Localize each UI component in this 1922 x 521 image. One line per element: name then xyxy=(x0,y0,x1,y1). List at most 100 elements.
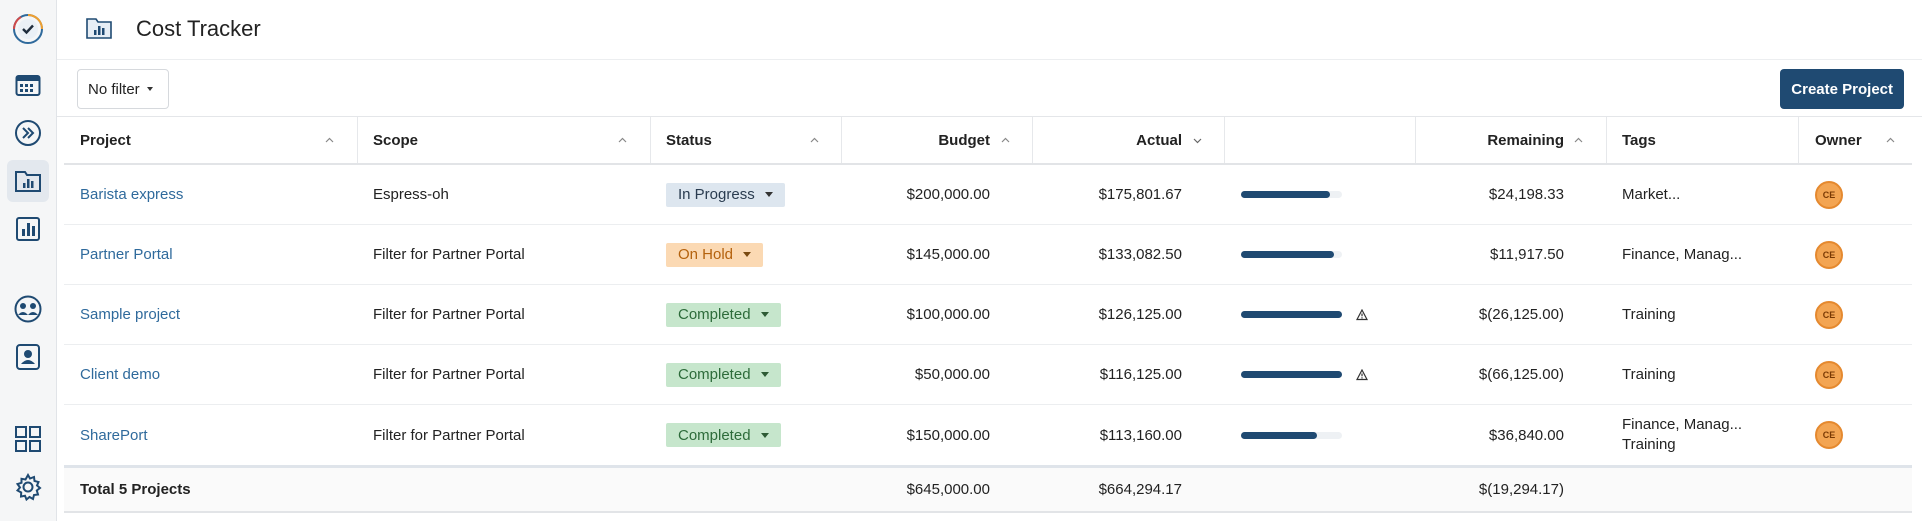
total-budget: $645,000.00 xyxy=(906,481,990,498)
status-label: On Hold xyxy=(678,246,734,263)
tags-cell: Finance, Manag... Training xyxy=(1622,405,1792,465)
tag-text: Finance, Manag... xyxy=(1622,416,1743,433)
avatar[interactable]: CE xyxy=(1815,421,1843,449)
contact-card-icon[interactable] xyxy=(7,336,49,378)
create-project-button[interactable]: Create Project xyxy=(1780,69,1904,109)
budget-cell: $50,000.00 xyxy=(914,366,990,383)
project-link[interactable]: Partner Portal xyxy=(80,246,173,263)
sort-up-icon[interactable] xyxy=(618,136,627,145)
actual-cell: $116,125.00 xyxy=(1099,366,1182,383)
project-link[interactable]: Barista express xyxy=(80,186,184,203)
project-link[interactable]: Client demo xyxy=(80,366,161,383)
progress-fill xyxy=(1241,311,1342,318)
column-label: Project xyxy=(80,131,131,149)
table-row[interactable]: Client demo Filter for Partner Portal Co… xyxy=(64,345,1912,405)
caret-down-icon xyxy=(146,87,153,91)
avatar[interactable]: CE xyxy=(1815,300,1843,329)
tags-cell: Finance, Manag... xyxy=(1622,246,1743,263)
remaining-cell: $24,198.33 xyxy=(1488,186,1564,203)
scope-cell: Filter for Partner Portal xyxy=(373,366,525,383)
gear-icon[interactable] xyxy=(7,466,49,508)
folder-chart-icon[interactable] xyxy=(7,160,49,202)
status-dropdown[interactable]: On Hold xyxy=(666,242,764,267)
column-header-project[interactable]: Project xyxy=(80,117,320,163)
grid-icon[interactable] xyxy=(7,418,49,460)
totals-label: Total 5 Projects xyxy=(80,481,191,498)
table-row[interactable]: Sample project Filter for Partner Portal… xyxy=(64,285,1912,345)
calendar-icon[interactable] xyxy=(7,64,49,106)
project-link[interactable]: Sample project xyxy=(80,306,181,323)
caret-down-icon xyxy=(764,192,773,197)
budget-cell: $145,000.00 xyxy=(906,246,990,263)
avatar[interactable]: CE xyxy=(1815,180,1843,209)
column-header-remaining[interactable]: Remaining xyxy=(1428,117,1564,163)
total-actual: $664,294.17 xyxy=(1098,481,1182,498)
sort-up-icon[interactable] xyxy=(1886,136,1895,145)
sort-up-icon[interactable] xyxy=(1001,136,1010,145)
filter-dropdown[interactable]: No filter xyxy=(77,69,169,109)
budget-cell: $200,000.00 xyxy=(906,186,990,203)
column-divider[interactable] xyxy=(650,117,651,163)
status-label: Completed xyxy=(678,426,751,444)
bar-chart-icon[interactable] xyxy=(7,208,49,250)
column-divider[interactable] xyxy=(1032,117,1033,163)
page-title: Cost Tracker xyxy=(136,16,261,41)
sort-down-icon[interactable] xyxy=(1193,136,1202,145)
globe-people-icon[interactable] xyxy=(7,288,49,330)
app-logo-icon[interactable] xyxy=(7,8,49,50)
total-remaining: $(19,294.17) xyxy=(1478,481,1564,498)
column-header-scope[interactable]: Scope xyxy=(373,117,613,163)
avatar[interactable]: CE xyxy=(1815,360,1843,389)
budget-cell: $150,000.00 xyxy=(906,426,990,444)
actual-cell: $133,082.50 xyxy=(1098,246,1182,263)
budget-progress-bar xyxy=(1241,371,1342,378)
column-divider[interactable] xyxy=(1606,117,1607,163)
remaining-cell: $(66,125.00) xyxy=(1478,366,1564,383)
table-row[interactable]: SharePort Filter for Partner Portal Comp… xyxy=(64,405,1912,465)
budget-progress-bar xyxy=(1241,191,1342,198)
status-dropdown[interactable]: Completed xyxy=(666,423,781,447)
fast-forward-icon[interactable] xyxy=(7,112,49,154)
budget-progress-bar xyxy=(1241,431,1342,439)
column-label: Owner xyxy=(1815,131,1862,149)
column-label: Remaining xyxy=(1487,131,1564,149)
column-divider[interactable] xyxy=(841,117,842,163)
sort-up-icon[interactable] xyxy=(810,136,819,145)
warning-icon[interactable] xyxy=(1356,368,1368,381)
avatar[interactable]: CE xyxy=(1815,240,1843,269)
column-divider[interactable] xyxy=(1415,117,1416,163)
totals-row: Total 5 Projects $645,000.00 $664,294.17… xyxy=(64,465,1912,513)
caret-down-icon xyxy=(743,252,752,257)
status-dropdown[interactable]: Completed xyxy=(666,302,781,327)
table-header-row: Project Scope Status Budget Actual Remai… xyxy=(64,117,1912,165)
column-header-actual[interactable]: Actual xyxy=(1044,117,1182,163)
warning-icon[interactable] xyxy=(1356,308,1368,321)
column-header-budget[interactable]: Budget xyxy=(854,117,990,163)
status-dropdown[interactable]: Completed xyxy=(666,362,781,387)
progress-fill xyxy=(1241,251,1334,258)
table-row[interactable]: Partner Portal Filter for Partner Portal… xyxy=(64,225,1912,285)
column-header-owner[interactable]: Owner xyxy=(1815,117,1895,163)
caret-down-icon xyxy=(760,372,769,377)
actual-cell: $175,801.67 xyxy=(1098,186,1182,203)
caret-down-icon xyxy=(760,312,769,317)
column-divider[interactable] xyxy=(1224,117,1225,163)
column-divider[interactable] xyxy=(357,117,358,163)
remaining-cell: $36,840.00 xyxy=(1488,426,1564,444)
remaining-cell: $11,917.50 xyxy=(1490,246,1564,263)
scope-cell: Filter for Partner Portal xyxy=(373,306,525,323)
column-header-status[interactable]: Status xyxy=(666,117,816,163)
status-dropdown[interactable]: In Progress xyxy=(666,182,785,207)
column-label: Status xyxy=(666,131,712,149)
scope-cell: Espress-oh xyxy=(373,186,449,203)
caret-down-icon xyxy=(760,432,769,438)
toolbar: No filter Create Project xyxy=(57,60,1922,117)
actual-cell: $126,125.00 xyxy=(1098,306,1182,323)
sort-up-icon[interactable] xyxy=(325,136,334,145)
column-divider[interactable] xyxy=(1798,117,1799,163)
column-header-tags[interactable]: Tags xyxy=(1622,117,1792,163)
progress-fill xyxy=(1241,191,1330,198)
sort-up-icon[interactable] xyxy=(1574,136,1583,145)
table-row[interactable]: Barista express Espress-oh In Progress $… xyxy=(64,165,1912,225)
project-link[interactable]: SharePort xyxy=(80,426,148,444)
